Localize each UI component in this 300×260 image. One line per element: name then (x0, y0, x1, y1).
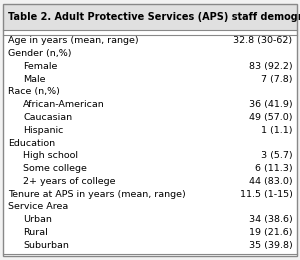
Text: 1 (1.1): 1 (1.1) (261, 126, 292, 135)
Text: High school: High school (23, 151, 78, 160)
Text: Table 2. Adult Protective Services (APS) staff demographic profile.: Table 2. Adult Protective Services (APS)… (8, 12, 300, 22)
Text: 35 (39.8): 35 (39.8) (249, 240, 292, 250)
Text: African-American: African-American (23, 100, 105, 109)
Bar (3, 4, 297, 30)
Text: Caucasian: Caucasian (23, 113, 73, 122)
Text: Age in years (mean, range): Age in years (mean, range) (8, 36, 139, 46)
Text: 7 (7.8): 7 (7.8) (261, 75, 292, 84)
Text: Education: Education (8, 139, 56, 147)
Text: 34 (38.6): 34 (38.6) (249, 215, 292, 224)
Text: Suburban: Suburban (23, 240, 69, 250)
Text: 11.5 (1-15): 11.5 (1-15) (240, 190, 292, 199)
Text: Rural: Rural (23, 228, 48, 237)
Bar (3, 30, 297, 256)
Text: Service Area: Service Area (8, 202, 69, 211)
Text: 83 (92.2): 83 (92.2) (249, 62, 292, 71)
Text: Female: Female (23, 62, 58, 71)
Text: Hispanic: Hispanic (23, 126, 64, 135)
Text: 44 (83.0): 44 (83.0) (249, 177, 292, 186)
Text: 2+ years of college: 2+ years of college (23, 177, 116, 186)
Text: Urban: Urban (23, 215, 52, 224)
Text: Some college: Some college (23, 164, 87, 173)
Text: Male: Male (23, 75, 46, 84)
Text: Gender (n,%): Gender (n,%) (8, 49, 72, 58)
Text: 19 (21.6): 19 (21.6) (249, 228, 292, 237)
Text: 3 (5.7): 3 (5.7) (261, 151, 292, 160)
Text: 36 (41.9): 36 (41.9) (249, 100, 292, 109)
Text: 6 (11.3): 6 (11.3) (255, 164, 292, 173)
Text: Race (n,%): Race (n,%) (8, 87, 60, 96)
Text: Tenure at APS in years (mean, range): Tenure at APS in years (mean, range) (8, 190, 186, 199)
Text: 49 (57.0): 49 (57.0) (249, 113, 292, 122)
Text: 32.8 (30-62): 32.8 (30-62) (233, 36, 292, 46)
